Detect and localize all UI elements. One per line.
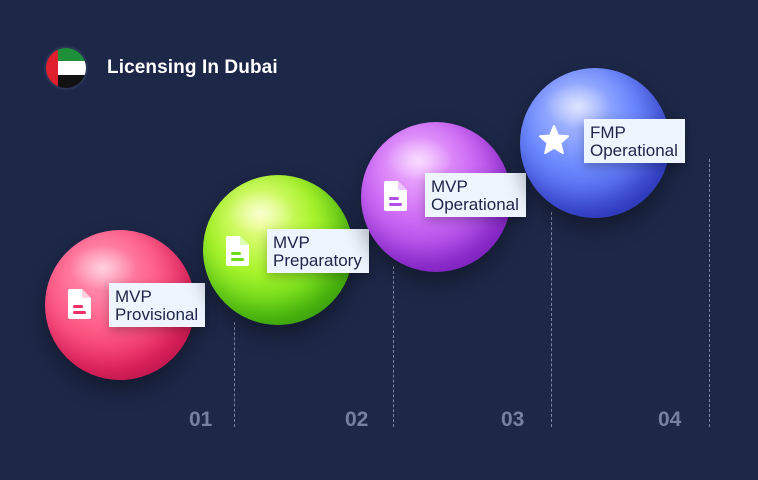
step-3-label-line1: MVP	[431, 177, 468, 196]
step-2-guide-line	[393, 266, 394, 427]
document-icon	[68, 289, 91, 319]
step-1-label: MVP Provisional	[109, 283, 206, 327]
star-icon	[539, 125, 569, 154]
document-icon	[384, 181, 407, 211]
page-title: Licensing In Dubai	[107, 57, 278, 78]
header: Licensing In Dubai	[46, 48, 278, 88]
step-1-label-line2: Provisional	[115, 305, 199, 324]
step-3-guide-line	[551, 212, 552, 427]
step-2-number: 02	[345, 408, 369, 431]
step-4-label-line1: FMP	[590, 123, 626, 142]
step-3-label: MVP Operational	[425, 173, 526, 217]
step-4-guide-line	[709, 159, 710, 427]
step-4-number: 04	[658, 408, 682, 431]
step-3-label-line2: Operational	[431, 195, 519, 214]
step-1-guide-line	[234, 322, 235, 427]
uae-flag-icon	[46, 48, 86, 88]
step-1-number: 01	[189, 408, 213, 431]
step-1-label-line1: MVP	[115, 287, 152, 306]
step-4-label: FMP Operational	[584, 119, 685, 163]
step-2-label: MVP Preparatory	[267, 229, 369, 273]
step-2-label-line1: MVP	[273, 233, 310, 252]
step-3-number: 03	[501, 408, 525, 431]
step-4-label-line2: Operational	[590, 141, 678, 160]
document-icon	[226, 236, 249, 266]
step-2-label-line2: Preparatory	[273, 251, 362, 270]
